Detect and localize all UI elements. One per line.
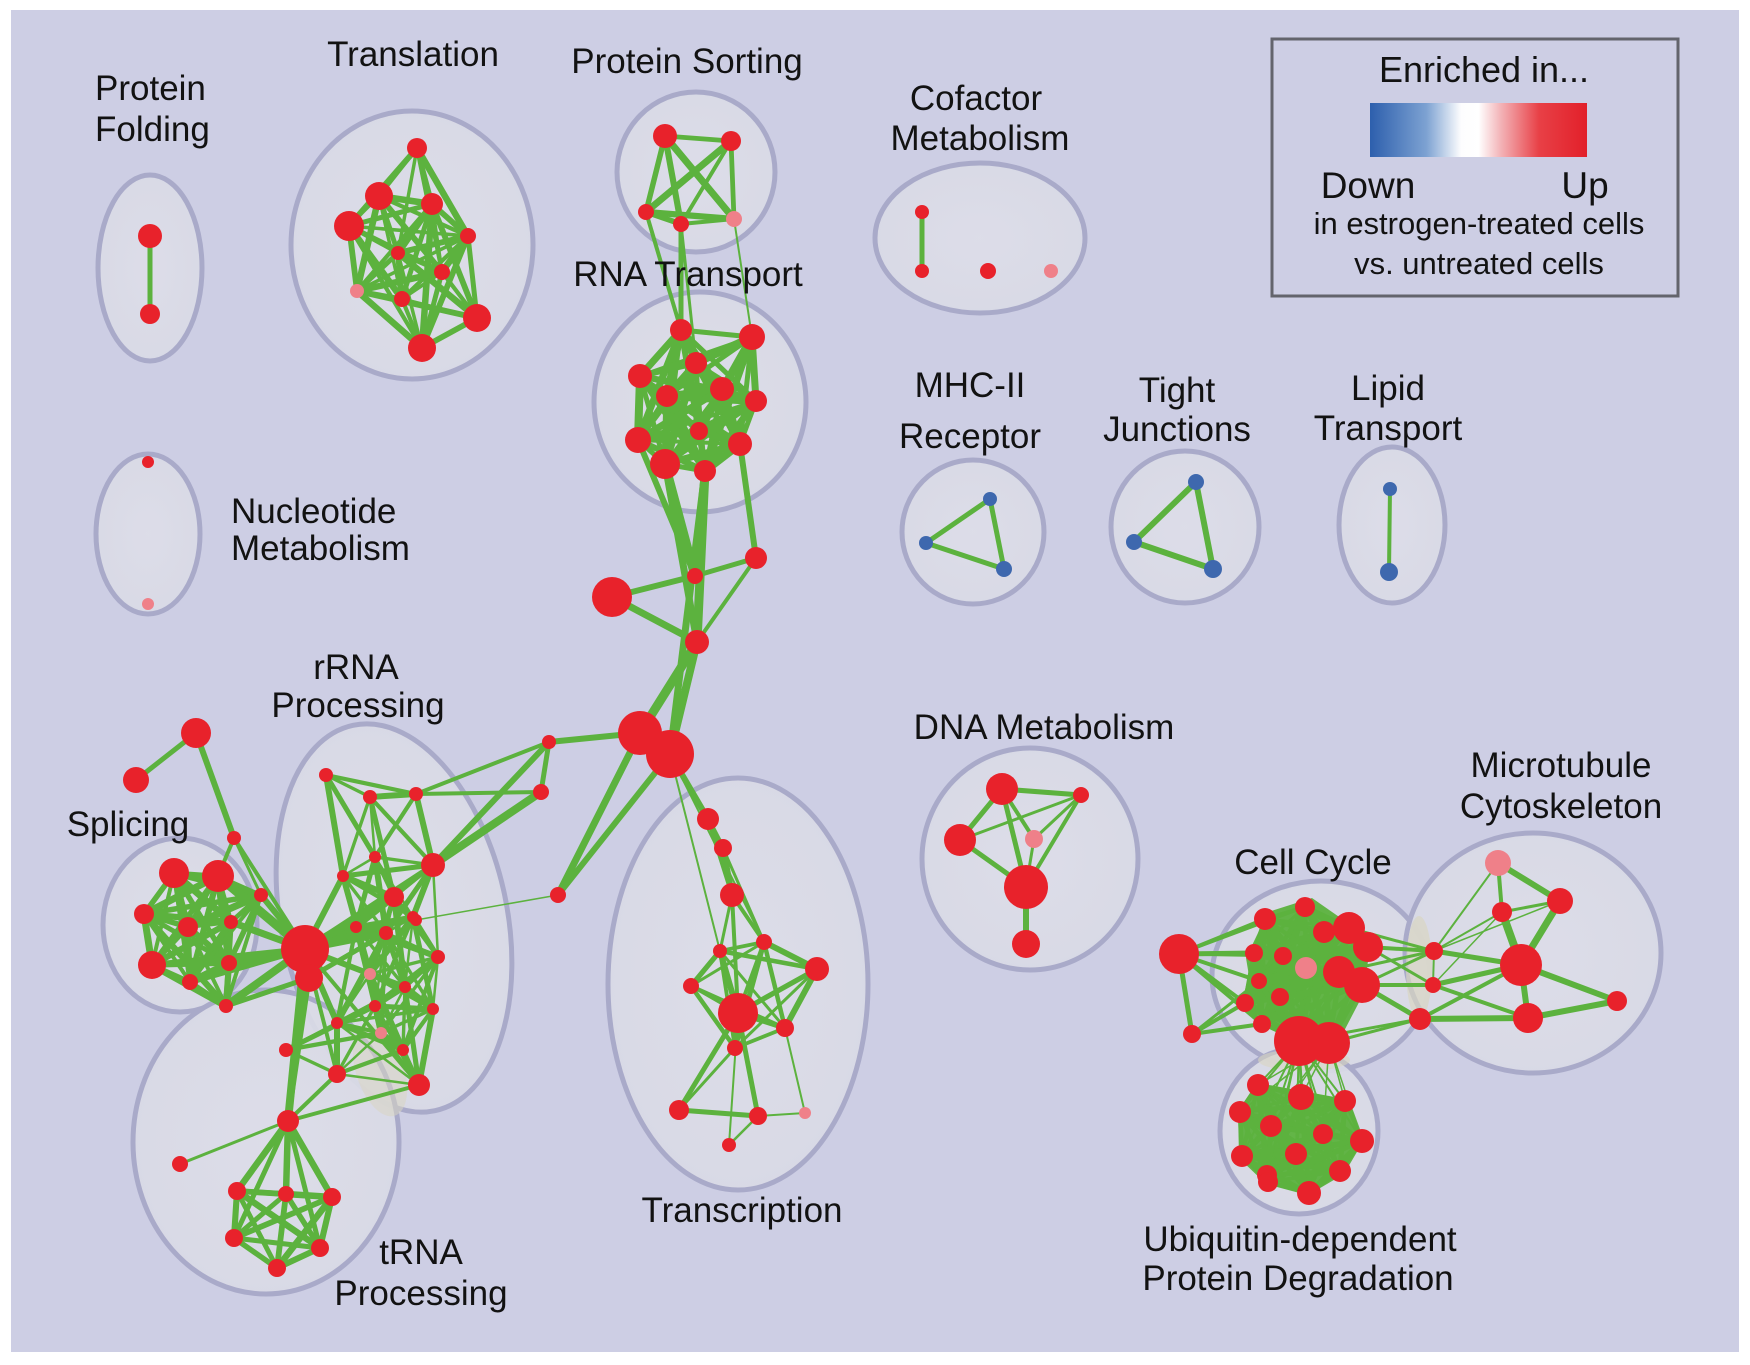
svg-text:vs. untreated cells: vs. untreated cells — [1354, 246, 1604, 281]
svg-text:tRNA: tRNA — [379, 1233, 463, 1272]
svg-text:Metabolism: Metabolism — [891, 119, 1070, 158]
svg-text:Down: Down — [1321, 165, 1416, 206]
svg-text:Enriched in...: Enriched in... — [1379, 49, 1589, 90]
svg-text:rRNA: rRNA — [313, 648, 399, 687]
svg-text:Lipid: Lipid — [1351, 369, 1425, 408]
svg-text:Protein Degradation: Protein Degradation — [1142, 1259, 1453, 1298]
svg-text:Up: Up — [1561, 165, 1608, 206]
svg-text:Microtubule: Microtubule — [1471, 746, 1652, 785]
svg-text:in estrogen-treated cells: in estrogen-treated cells — [1314, 206, 1645, 241]
svg-text:Receptor: Receptor — [899, 417, 1041, 456]
svg-text:Splicing: Splicing — [67, 805, 190, 844]
svg-text:Cell Cycle: Cell Cycle — [1234, 843, 1392, 882]
svg-text:Junctions: Junctions — [1103, 410, 1251, 449]
svg-text:Metabolism: Metabolism — [231, 529, 410, 568]
svg-text:RNA Transport: RNA Transport — [573, 255, 803, 294]
svg-text:Tight: Tight — [1139, 371, 1216, 410]
svg-text:Protein Sorting: Protein Sorting — [571, 42, 803, 81]
svg-text:Transport: Transport — [1314, 409, 1463, 448]
svg-text:Protein: Protein — [95, 69, 206, 108]
svg-text:Transcription: Transcription — [642, 1191, 843, 1230]
svg-text:DNA Metabolism: DNA Metabolism — [914, 708, 1175, 747]
svg-text:Cofactor: Cofactor — [910, 79, 1043, 118]
svg-text:Cytoskeleton: Cytoskeleton — [1460, 787, 1662, 826]
svg-text:Translation: Translation — [327, 35, 499, 74]
svg-text:Processing: Processing — [334, 1274, 507, 1313]
svg-text:Ubiquitin-dependent: Ubiquitin-dependent — [1143, 1220, 1457, 1259]
svg-text:MHC-II: MHC-II — [915, 366, 1026, 405]
svg-text:Processing: Processing — [271, 686, 444, 725]
svg-text:Folding: Folding — [95, 110, 210, 149]
svg-text:Nucleotide: Nucleotide — [231, 492, 396, 531]
